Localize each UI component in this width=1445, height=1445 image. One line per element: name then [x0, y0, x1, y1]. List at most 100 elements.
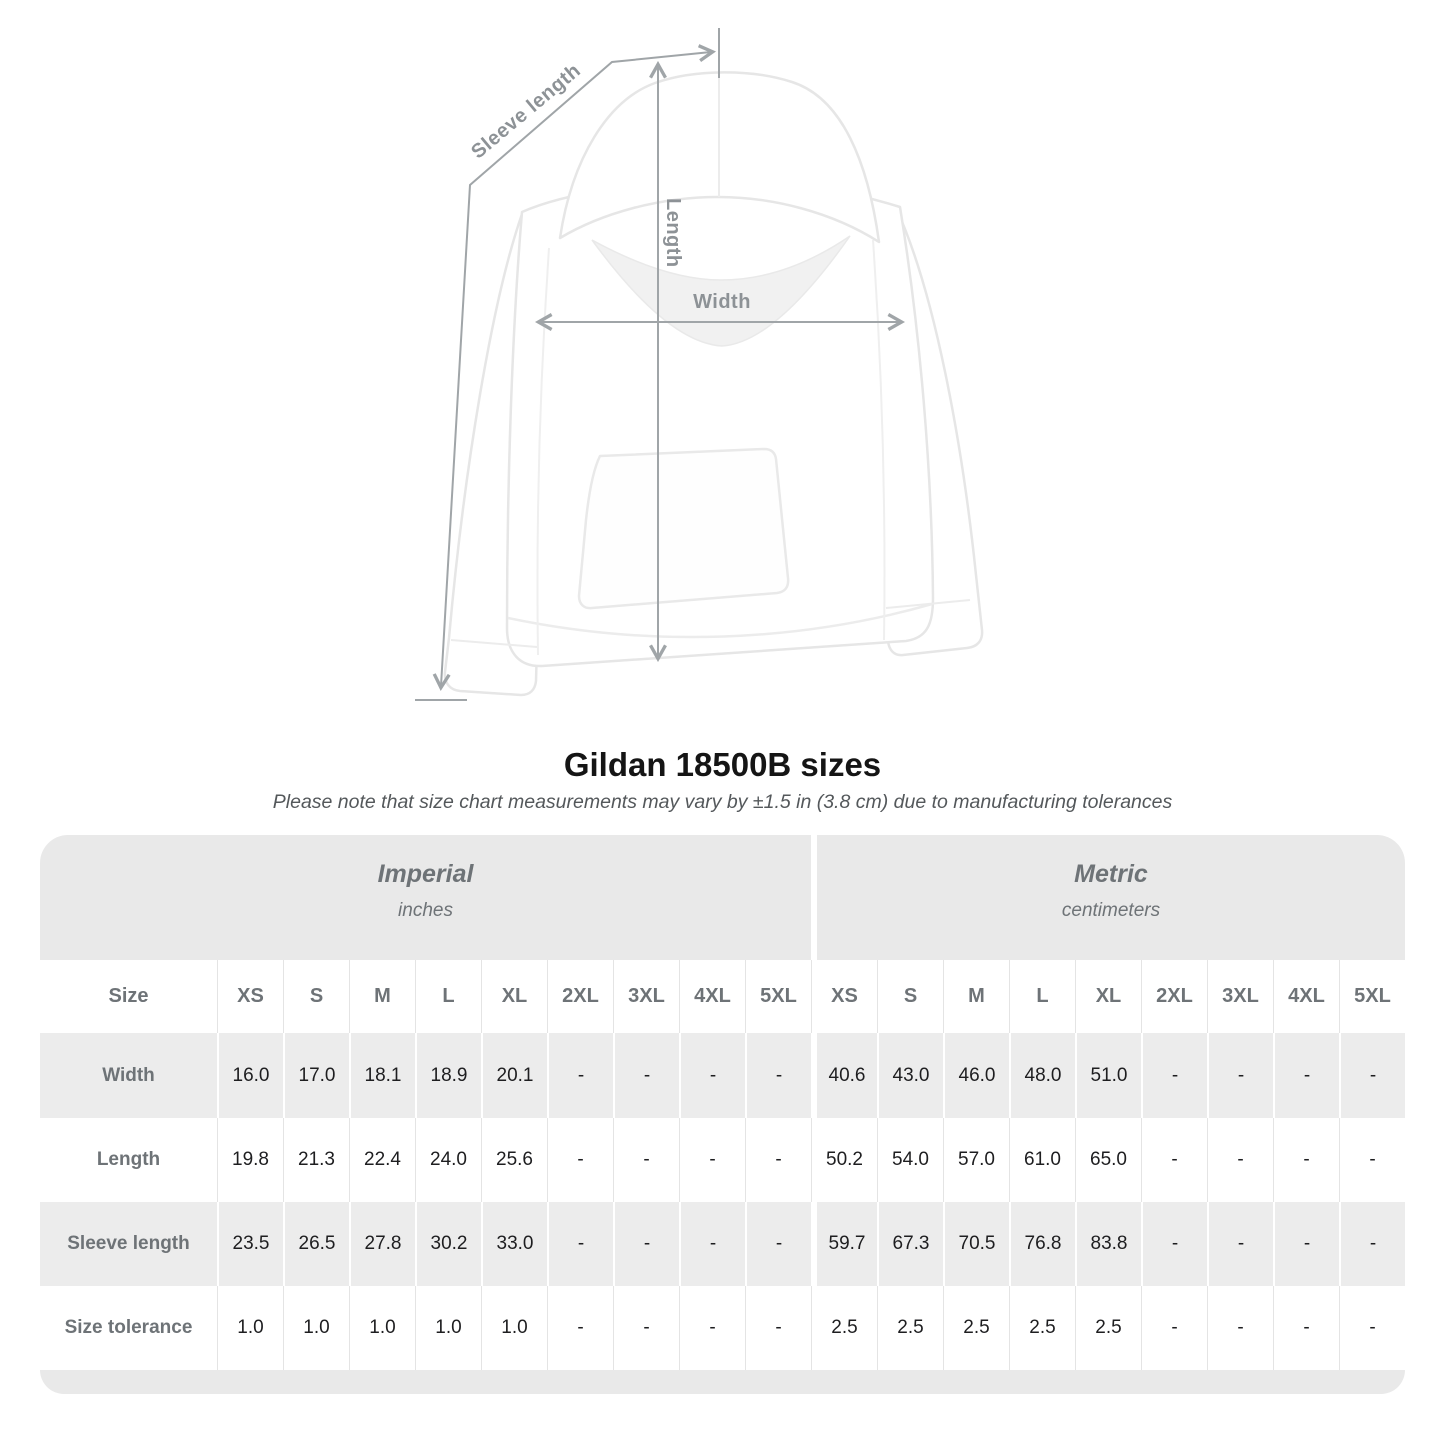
sleeve-length-metric-xs: 59.7 [811, 1202, 877, 1286]
size-tolerance-imperial-l: 1.0 [415, 1286, 481, 1370]
width-imperial-3xl: - [613, 1033, 679, 1118]
metric-unit: centimeters [1061, 899, 1161, 921]
size-tolerance-imperial-m: 1.0 [349, 1286, 415, 1370]
size-col-imperial-l: L [415, 960, 481, 1033]
tolerance-note: Please note that size chart measurements… [272, 791, 1173, 813]
size-tolerance-metric-s: 2.5 [877, 1286, 943, 1370]
sleeve-length-metric-3xl: - [1207, 1202, 1273, 1286]
size-col-metric-xl: XL [1075, 960, 1141, 1033]
sleeve-length-imperial-m: 27.8 [349, 1202, 415, 1286]
width-annotation: Width [693, 291, 751, 313]
length-imperial-xl: 25.6 [481, 1118, 547, 1202]
sleeve-length-metric-m: 70.5 [943, 1202, 1009, 1286]
length-imperial-2xl: - [547, 1118, 613, 1202]
right-cuff-seam [885, 599, 971, 609]
size-col-imperial-4xl: 4XL [679, 960, 745, 1033]
size-col-metric-xs: XS [811, 960, 877, 1033]
hoodie-measurement-diagram: Sleeve length Length Width [415, 28, 984, 701]
sleeve-length-metric-4xl: - [1273, 1202, 1339, 1286]
size-tolerance-metric-5xl: - [1339, 1286, 1405, 1370]
page-title: Gildan 18500B sizes [563, 746, 882, 783]
sleeve-length-metric-5xl: - [1339, 1202, 1405, 1286]
length-metric-m: 57.0 [943, 1118, 1009, 1202]
length-metric-2xl: - [1141, 1118, 1207, 1202]
imperial-label: Imperial [377, 859, 474, 888]
row-label-length: Length [40, 1118, 217, 1202]
sleeve-length-metric-2xl: - [1141, 1202, 1207, 1286]
metric-label: Metric [1074, 859, 1148, 888]
sleeve-length-metric-l: 76.8 [1009, 1202, 1075, 1286]
size-col-metric-l: L [1009, 960, 1075, 1033]
sleeve-length-imperial-3xl: - [613, 1202, 679, 1286]
length-annotation: Length [662, 198, 684, 268]
length-metric-l: 61.0 [1009, 1118, 1075, 1202]
width-metric-xl: 51.0 [1075, 1033, 1141, 1118]
length-imperial-5xl: - [745, 1118, 811, 1202]
width-imperial-5xl: - [745, 1033, 811, 1118]
width-imperial-4xl: - [679, 1033, 745, 1118]
imperial-unit: inches [398, 899, 453, 921]
length-metric-4xl: - [1273, 1118, 1339, 1202]
sleeve-length-imperial-4xl: - [679, 1202, 745, 1286]
size-col-imperial-2xl: 2XL [547, 960, 613, 1033]
width-metric-5xl: - [1339, 1033, 1405, 1118]
right-armhole-seam [872, 239, 886, 641]
size-tolerance-metric-l: 2.5 [1009, 1286, 1075, 1370]
size-tolerance-imperial-5xl: - [745, 1286, 811, 1370]
size-tolerance-metric-xs: 2.5 [811, 1286, 877, 1370]
size-col-imperial-5xl: 5XL [745, 960, 811, 1033]
size-tolerance-imperial-s: 1.0 [283, 1286, 349, 1370]
size-col-metric-m: M [943, 960, 1009, 1033]
width-imperial-l: 18.9 [415, 1033, 481, 1118]
table-footer-band [40, 1370, 1405, 1394]
width-metric-3xl: - [1207, 1033, 1273, 1118]
length-imperial-m: 22.4 [349, 1118, 415, 1202]
length-metric-s: 54.0 [877, 1118, 943, 1202]
size-tolerance-imperial-4xl: - [679, 1286, 745, 1370]
sleeve-length-imperial-2xl: - [547, 1202, 613, 1286]
width-imperial-s: 17.0 [283, 1033, 349, 1118]
row-label-sleeve-length: Sleeve length [40, 1202, 217, 1286]
size-col-metric-3xl: 3XL [1207, 960, 1273, 1033]
width-imperial-xs: 16.0 [217, 1033, 283, 1118]
length-imperial-s: 21.3 [283, 1118, 349, 1202]
length-imperial-l: 24.0 [415, 1118, 481, 1202]
size-corner-header: Size [40, 960, 217, 1033]
size-col-imperial-m: M [349, 960, 415, 1033]
sleeve-length-imperial-s: 26.5 [283, 1202, 349, 1286]
width-metric-xs: 40.6 [811, 1033, 877, 1118]
size-col-imperial-3xl: 3XL [613, 960, 679, 1033]
length-imperial-4xl: - [679, 1118, 745, 1202]
size-tolerance-metric-xl: 2.5 [1075, 1286, 1141, 1370]
sleeve-length-imperial-xs: 23.5 [217, 1202, 283, 1286]
size-col-imperial-xl: XL [481, 960, 547, 1033]
sleeve-length-metric-xl: 83.8 [1075, 1202, 1141, 1286]
size-col-metric-2xl: 2XL [1141, 960, 1207, 1033]
sleeve-length-arrow [441, 52, 711, 686]
size-col-metric-s: S [877, 960, 943, 1033]
kangaroo-pocket [577, 447, 790, 610]
row-label-size-tolerance: Size tolerance [40, 1286, 217, 1370]
size-col-metric-5xl: 5XL [1339, 960, 1405, 1033]
length-metric-xl: 65.0 [1075, 1118, 1141, 1202]
size-tolerance-metric-m: 2.5 [943, 1286, 1009, 1370]
size-tolerance-imperial-3xl: - [613, 1286, 679, 1370]
size-tolerance-metric-3xl: - [1207, 1286, 1273, 1370]
width-metric-m: 46.0 [943, 1033, 1009, 1118]
sleeve-length-metric-s: 67.3 [877, 1202, 943, 1286]
width-metric-4xl: - [1273, 1033, 1339, 1118]
width-metric-2xl: - [1141, 1033, 1207, 1118]
sleeve-length-imperial-l: 30.2 [415, 1202, 481, 1286]
width-imperial-m: 18.1 [349, 1033, 415, 1118]
size-col-imperial-s: S [283, 960, 349, 1033]
metric-section-header: Metric centimeters [811, 835, 1405, 960]
width-imperial-xl: 20.1 [481, 1033, 547, 1118]
size-tolerance-imperial-xs: 1.0 [217, 1286, 283, 1370]
size-chart-table: Imperial inches Metric centimeters Size X… [40, 835, 1405, 1394]
length-imperial-xs: 19.8 [217, 1118, 283, 1202]
width-metric-s: 43.0 [877, 1033, 943, 1118]
sleeve-length-imperial-xl: 33.0 [481, 1202, 547, 1286]
size-col-imperial-xs: XS [217, 960, 283, 1033]
size-col-metric-4xl: 4XL [1273, 960, 1339, 1033]
size-tolerance-imperial-2xl: - [547, 1286, 613, 1370]
